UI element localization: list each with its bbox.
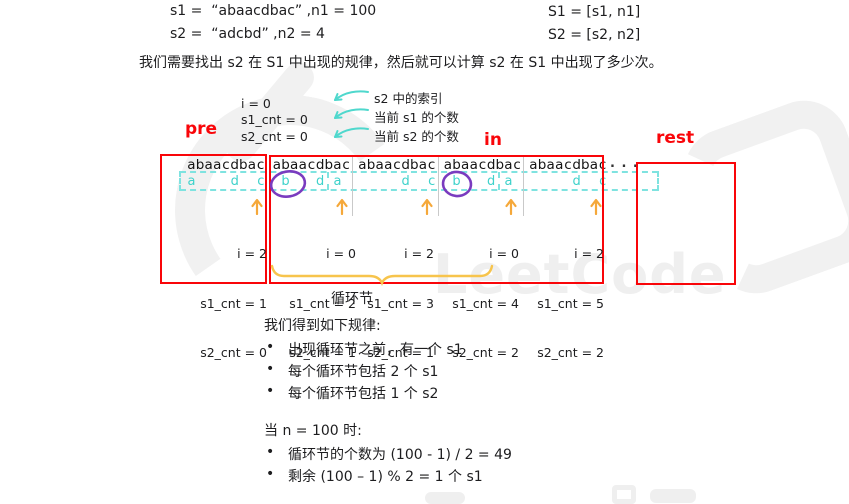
matched-letter: a [187, 174, 196, 189]
calc-item: 循环节的个数为 (100 - 1) / 2 = 49 [288, 447, 512, 463]
state-s1-cnt: s1_cnt = 0 [241, 112, 308, 127]
block-separator-line [523, 156, 524, 216]
col-s2: s2_cnt = 2 [537, 345, 604, 360]
col-s1: s1_cnt = 5 [537, 295, 604, 311]
rule-item: 每个循环节包括 2 个 s1 [288, 364, 439, 380]
teal-curved-arrow-icon [334, 90, 369, 101]
matched-letter: c [257, 174, 265, 189]
s1-definition: s1 = “abaacdbac” ,n1 = 100 [170, 3, 377, 19]
matched-letter: b [281, 174, 290, 189]
teal-curved-arrow-icon [334, 108, 369, 119]
state-s2-cnt: s2_cnt = 0 [241, 129, 308, 144]
col-i: i = 2 [237, 246, 267, 261]
bullet-icon: • [266, 339, 275, 355]
bullet-icon: • [266, 383, 275, 399]
state-column-4: i = 0 s1_cnt = 4 s2_cnt = 2 [424, 213, 519, 395]
rest-region-box [636, 162, 736, 285]
s1-block-1: abaacdbac [187, 157, 265, 173]
up-arrow-icon [504, 198, 517, 215]
matched-letter: d [487, 174, 496, 189]
matched-letter: d [230, 174, 239, 189]
calc-title: 当 n = 100 时: [264, 423, 362, 439]
cycle-label: 循环节 [331, 291, 373, 307]
purple-circle-annotation-icon [441, 170, 473, 198]
teal-curved-arrow-icon [334, 127, 369, 138]
col-s1: s1_cnt = 4 [452, 295, 519, 311]
block-separator-line [352, 156, 353, 216]
rule-item: 每个循环节包括 1 个 s2 [288, 386, 439, 402]
up-arrow-icon [251, 198, 263, 215]
match-band-right-dash [657, 171, 659, 191]
state-i: i = 0 [241, 96, 271, 111]
sequence-ellipsis: . . . [610, 156, 639, 171]
rest-region-label: rest [656, 128, 695, 148]
matched-letter: a [333, 174, 342, 189]
state-s2-label: 当前 s2 的个数 [374, 129, 459, 144]
watermark-fragment [650, 489, 696, 503]
matched-letter: d [316, 174, 325, 189]
S1-definition: S1 = [s1, n1] [548, 4, 641, 20]
occurrence-separator-dash [327, 172, 329, 190]
purple-circle-annotation-icon [269, 170, 307, 198]
matched-letter: d [401, 174, 410, 189]
col-i: i = 0 [326, 246, 356, 261]
bullet-icon: • [266, 466, 275, 482]
state-column-5: i = 2 s1_cnt = 5 s2_cnt = 2 [509, 213, 604, 395]
col-s2: s2_cnt = 2 [452, 345, 519, 360]
matched-letter: c [428, 174, 436, 189]
rules-title: 我们得到如下规律: [264, 318, 381, 334]
col-s1: s1_cnt = 2 [289, 295, 356, 311]
bullet-icon: • [266, 361, 275, 377]
in-region-box [269, 155, 604, 284]
state-column-1: i = 2 s1_cnt = 1 s2_cnt = 0 [172, 213, 267, 395]
bullet-icon: • [266, 444, 275, 460]
up-arrow-icon [336, 198, 348, 215]
col-s2: s2_cnt = 1 [289, 345, 356, 360]
col-i: i = 0 [489, 246, 519, 261]
rule-item: 出现循环节之前，有一个 s1 [288, 342, 463, 358]
s1-block-2: abaacdbac [272, 157, 350, 173]
col-i: i = 2 [404, 246, 434, 261]
pre-region-label: pre [185, 119, 218, 139]
cycle-brace-icon [270, 264, 494, 286]
up-arrow-icon [590, 198, 602, 215]
matched-letter: d [572, 174, 581, 189]
s1-block-3: abaacdbac [358, 157, 436, 173]
state-column-3: i = 2 s1_cnt = 3 s2_cnt = 1 [339, 213, 434, 395]
matched-letter: a [504, 174, 513, 189]
watermark-text: LeetCode [433, 243, 727, 306]
state-s1-label: 当前 s1 的个数 [374, 110, 459, 125]
S2-definition: S2 = [s2, n2] [548, 27, 641, 43]
matched-letter: b [452, 174, 461, 189]
intro-text: 我们需要找出 s2 在 S1 中出现的规律，然后就可以计算 s2 在 S1 中出… [139, 55, 663, 71]
up-arrow-icon [421, 198, 433, 215]
col-s1: s1_cnt = 1 [200, 295, 267, 311]
block-separator-line [438, 156, 439, 216]
calc-item: 剩余 (100 – 1) % 2 = 1 个 s1 [288, 469, 483, 485]
col-s1: s1_cnt = 3 [367, 295, 434, 311]
match-band-top-dash [180, 171, 658, 173]
col-i: i = 2 [574, 246, 604, 261]
watermark-fragment [425, 492, 465, 504]
pre-region-box [160, 154, 267, 284]
watermark-fragment [612, 485, 636, 504]
s2-definition: s2 = “adcbd” ,n2 = 4 [170, 26, 325, 42]
state-i-label: s2 中的索引 [374, 91, 443, 106]
occurrence-separator-dash [498, 172, 500, 190]
match-band-left-dash [179, 171, 181, 191]
match-band-bottom-dash [180, 189, 658, 191]
col-s2: s2_cnt = 0 [200, 345, 267, 360]
col-s2: s2_cnt = 1 [367, 345, 434, 360]
s1-block-4: abaacdbac [443, 157, 521, 173]
state-column-2: i = 0 s1_cnt = 2 s2_cnt = 1 [261, 213, 356, 395]
in-region-label: in [484, 130, 502, 150]
